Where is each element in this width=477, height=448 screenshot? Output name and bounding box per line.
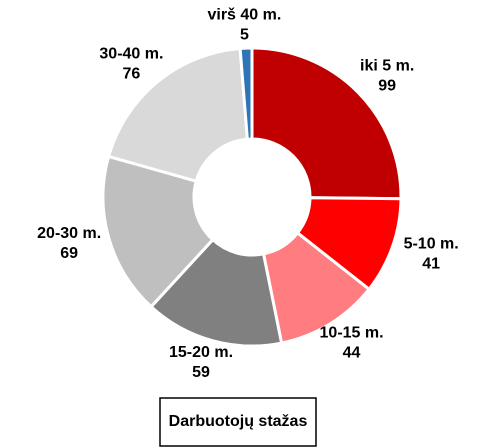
slice-value: 44 — [343, 345, 361, 362]
donut-slice — [149, 237, 284, 348]
slice-label: 20-30 m. — [37, 225, 101, 242]
chart-title: Darbuotojų stažas — [169, 413, 308, 430]
slice-value: 76 — [123, 65, 141, 82]
title-box — [159, 397, 317, 447]
donut-slice — [238, 46, 254, 141]
slice-label: 15-20 m. — [169, 344, 233, 361]
slice-label: 5-10 m. — [404, 236, 459, 253]
slice-label: 30-40 m. — [99, 45, 163, 62]
slice-label: iki 5 m. — [360, 57, 414, 74]
slice-label: 10-15 m. — [320, 325, 384, 342]
donut-slice — [106, 46, 249, 184]
slice-label: virš 40 m. — [207, 6, 281, 23]
slice-value: 41 — [422, 256, 440, 273]
slice-value: 59 — [192, 364, 210, 381]
slice-value: 5 — [240, 26, 249, 43]
donut-slice — [250, 46, 403, 201]
donut-slice — [101, 154, 215, 309]
slice-value: 99 — [378, 77, 396, 94]
slice-value: 69 — [60, 245, 78, 262]
